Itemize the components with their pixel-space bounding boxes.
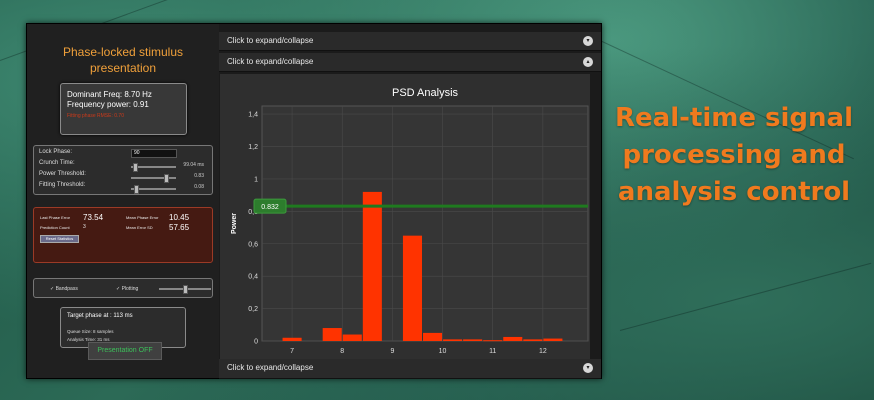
frequency-power: Frequency power: 0.91: [67, 100, 149, 109]
phase-controls-panel: Lock Phase: 90 Crunch Time: 99.04 ms Pow…: [33, 145, 213, 195]
x-tick-label: 11: [489, 348, 496, 355]
y-tick-label: 0,6: [248, 241, 258, 248]
x-tick-label: 10: [439, 348, 447, 355]
target-phase-text: Target phase at : 113 ms: [67, 313, 133, 319]
y-axis-label: Power: [231, 213, 238, 234]
dominant-frequency: Dominant Freq: 8.70 Hz: [67, 90, 152, 99]
psd-chart-panel: PSD Analysis 0 0,2 0,4 0,6 0,8 1 1,2 1,4 7 8 9 10 11 1…: [220, 74, 590, 367]
mean-phase-error-label: Mean Phase Error: [126, 215, 159, 220]
expander-header-1[interactable]: Click to expand/collapse ▾: [219, 32, 601, 51]
power-threshold-slider[interactable]: [131, 174, 176, 183]
crunch-time-label: Crunch Time:: [39, 160, 75, 166]
reset-statistics-button[interactable]: Reset Statistics: [40, 235, 79, 243]
chevron-down-icon[interactable]: ▾: [583, 363, 593, 373]
presentation-toggle-button[interactable]: Presentation OFF: [88, 342, 162, 360]
fitting-threshold-label: Fitting Threshold:: [39, 182, 86, 188]
lock-phase-input[interactable]: 90: [131, 149, 177, 158]
control-sidebar: Phase-locked stimulus presentation Domin…: [27, 24, 219, 378]
fitting-threshold-slider[interactable]: [131, 185, 176, 194]
last-phase-error-value: 73.54: [83, 213, 104, 222]
expander-header-2[interactable]: Click to expand/collapse ▴: [219, 53, 601, 72]
chevron-down-icon[interactable]: ▾: [583, 36, 593, 46]
bandpass-checkbox[interactable]: ✓ Bandpass: [50, 286, 78, 292]
marketing-caption: Real-time signal processing and analysis…: [615, 103, 853, 207]
app-window: Phase-locked stimulus presentation Domin…: [26, 23, 602, 379]
background-texture: [619, 262, 872, 331]
psd-bar: [503, 336, 523, 341]
expander-label: Click to expand/collapse: [227, 57, 314, 66]
psd-chart: PSD Analysis 0 0,2 0,4 0,6 0,8 1 1,2 1,4 7 8 9 10 11 1…: [231, 87, 589, 367]
mean-error-sd-label: Mean Error SD: [126, 225, 153, 230]
power-threshold-label: Power Threshold:: [39, 171, 86, 177]
expander-header-3[interactable]: Click to expand/collapse ▾: [219, 359, 601, 379]
chart-title: PSD Analysis: [392, 87, 459, 99]
y-tick-label: 0,8: [248, 209, 258, 216]
plotting-checkbox[interactable]: ✓ Plotting: [116, 286, 139, 292]
psd-bar: [463, 339, 483, 341]
chevron-up-icon[interactable]: ▴: [583, 57, 593, 67]
psd-bar: [543, 338, 563, 341]
psd-bar: [443, 339, 463, 341]
x-tick-label: 8: [340, 348, 344, 355]
crunch-time-slider[interactable]: [131, 163, 176, 172]
options-slider[interactable]: [159, 285, 211, 294]
options-panel: ✓ Bandpass ✓ Plotting: [33, 278, 213, 298]
frequency-info-box: Dominant Freq: 8.70 Hz Frequency power: …: [60, 83, 187, 135]
psd-bar: [523, 339, 543, 341]
prediction-count-label: Prediction Count: [40, 225, 70, 230]
psd-bar: [362, 191, 382, 341]
psd-bar: [282, 337, 302, 341]
crunch-time-value: 99.04 ms: [183, 162, 204, 168]
slider-thumb[interactable]: [133, 163, 138, 172]
mean-error-sd-value: 57.65: [169, 223, 190, 232]
psd-bar: [402, 235, 422, 341]
threshold-label: 0.832: [261, 204, 279, 211]
app-title: Phase-locked stimulus presentation: [37, 44, 209, 76]
x-tick-label: 9: [390, 348, 394, 355]
analysis-time-text: Analysis Time: 31 ms: [67, 337, 110, 342]
threshold-badge: [253, 198, 287, 214]
title-line-2: presentation: [89, 61, 157, 75]
expander-label: Click to expand/collapse: [227, 36, 314, 45]
fitting-phase-rmse: Fitting phase RMSE: 0.70: [67, 113, 124, 119]
x-tick-label: 7: [290, 348, 294, 355]
prediction-count-value: 3: [83, 224, 86, 230]
power-threshold-value: 0.83: [194, 173, 204, 179]
psd-bar: [422, 332, 443, 341]
y-tick-label: 1: [254, 176, 258, 183]
plot-area: [261, 105, 589, 342]
slider-thumb[interactable]: [134, 185, 140, 194]
psd-bar: [483, 340, 503, 342]
slider-thumb[interactable]: [164, 174, 170, 183]
y-tick-label: 0: [254, 339, 258, 346]
mean-phase-error-value: 10.45: [169, 213, 190, 222]
statistics-panel: Last Phase Error 73.54 Mean Phase Error …: [33, 207, 213, 263]
slider-thumb[interactable]: [182, 285, 188, 294]
expander-label: Click to expand/collapse: [227, 363, 314, 372]
target-phase-box: Target phase at : 113 ms Queue Size: 8 s…: [60, 307, 186, 348]
y-tick-label: 0,4: [248, 274, 258, 281]
x-tick-label: 12: [539, 348, 547, 355]
y-tick-label: 1,4: [248, 112, 258, 119]
psd-bar: [342, 334, 362, 341]
lock-phase-label: Lock Phase:: [39, 149, 73, 155]
y-tick-label: 1,2: [248, 144, 258, 151]
y-tick-label: 0,2: [248, 306, 258, 313]
title-line-1: Phase-locked stimulus: [62, 45, 184, 59]
queue-size-text: Queue Size: 8 samples: [67, 329, 114, 334]
psd-bar: [322, 328, 342, 341]
last-phase-error-label: Last Phase Error: [40, 215, 71, 220]
fitting-threshold-value: 0.08: [194, 184, 204, 190]
